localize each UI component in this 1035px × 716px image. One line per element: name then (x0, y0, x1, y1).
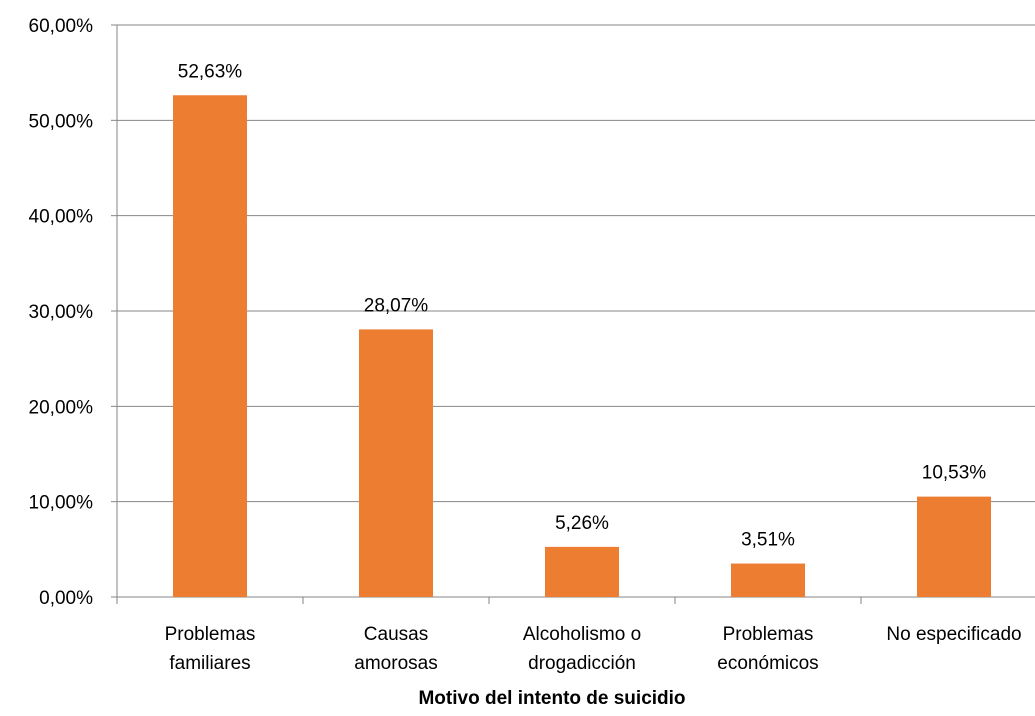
bars (173, 95, 991, 597)
x-axis-title: Motivo del intento de suicidio (418, 688, 685, 709)
bar (359, 329, 433, 597)
x-category-label: económicos (717, 653, 818, 674)
x-category-label: drogadicción (528, 653, 636, 674)
x-category-label: Alcoholismo o (523, 624, 641, 645)
data-label: 52,63% (178, 61, 243, 82)
data-label: 28,07% (364, 295, 429, 316)
bar (731, 563, 805, 597)
bar (173, 95, 247, 597)
x-category-label: No especificado (886, 624, 1021, 645)
bar (917, 496, 991, 597)
y-tick-label: 60,00% (29, 16, 94, 37)
bar (545, 546, 619, 597)
x-category-label: familiares (169, 653, 250, 674)
y-tick-label: 30,00% (29, 302, 94, 323)
x-category-label: amorosas (354, 653, 437, 674)
data-label: 5,26% (555, 513, 609, 534)
y-tick-label: 50,00% (29, 111, 94, 132)
y-tick-label: 0,00% (39, 588, 93, 609)
y-tick-label: 40,00% (29, 207, 94, 228)
gridlines (117, 24, 1035, 503)
data-label: 10,53% (922, 463, 987, 484)
x-category-label: Problemas (165, 624, 256, 645)
y-tick-label: 20,00% (29, 397, 94, 418)
labels: 0,00% 10,00% 20,00% 30,00% 40,00% 50,00% 60,00… (29, 16, 1022, 674)
x-category-label: Problemas (723, 624, 814, 645)
data-label: 3,51% (741, 530, 795, 551)
x-category-label: Causas (364, 624, 428, 645)
y-tick-label: 10,00% (29, 493, 94, 514)
